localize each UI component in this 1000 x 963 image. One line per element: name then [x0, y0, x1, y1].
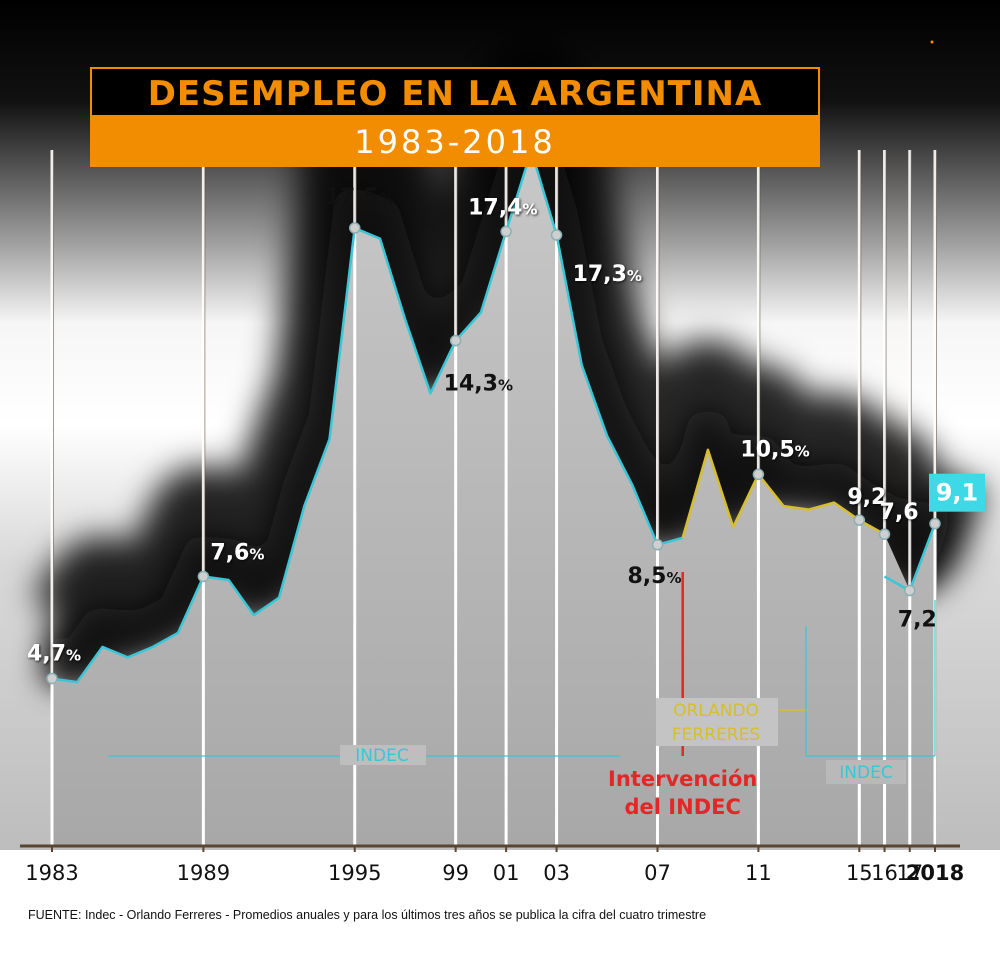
intervention-label-2: del INDEC — [625, 795, 741, 819]
data-label-box-2018 — [929, 473, 985, 512]
indec-right-label: INDEC — [839, 763, 892, 783]
data-point-2017 — [904, 584, 916, 597]
area-fill — [50, 150, 937, 847]
data-label-2011: 10,5% — [740, 437, 809, 462]
data-labels: 4,7% 7,6% 17,5% 14,3% 17,4% 17,3% 8,5% 10,5% 9,2… — [27, 185, 985, 667]
data-label-2018: 9,1 — [936, 479, 979, 507]
data-label-1995: 17,5% — [325, 185, 394, 210]
ferreres-label-bg — [656, 698, 778, 746]
data-point-2011 — [752, 468, 765, 481]
data-label-1999: 14,3% — [444, 372, 513, 397]
series-line-1 — [681, 448, 886, 539]
data-label-1989: 7,6% — [210, 540, 264, 565]
x-tick-label-2018: 2018 — [906, 861, 964, 885]
data-label-2015: 9,2 — [847, 485, 886, 510]
x-tick-label-2001: 01 — [493, 861, 520, 885]
ferreres-label-2: FERRERES — [672, 725, 760, 745]
data-label-2003: 17,3% — [573, 262, 642, 287]
data-point-2007 — [651, 539, 664, 551]
indec-left-label: INDEC — [355, 746, 408, 766]
data-label-2016: 7,6 — [880, 500, 919, 525]
x-tick-label-1999: 99 — [442, 861, 469, 885]
chart-subtitle: 1983-2018 — [90, 117, 820, 167]
x-tick-label-1995: 1995 — [328, 861, 381, 885]
indec-left-label-bg — [340, 745, 426, 765]
data-point-1983 — [46, 672, 58, 685]
area-under-curve — [52, 150, 935, 847]
data-points — [46, 222, 941, 685]
indec-right-label-bg — [826, 760, 906, 784]
data-label-1983: 4,7% — [27, 642, 81, 667]
data-point-1995 — [348, 222, 361, 234]
chart-title: DESEMPLEO EN LA ARGENTINA — [90, 67, 820, 117]
annotations: INDEC ORLANDO FERRERES INDEC Intervención del… — [108, 572, 936, 819]
series-line-0 — [51, 149, 684, 684]
data-point-2003 — [550, 229, 563, 241]
data-label-2001: 17,4% — [468, 196, 537, 221]
intervention-label-1: Intervención — [608, 767, 757, 791]
data-point-1989 — [197, 570, 210, 583]
data-label-2017: 7,2 — [898, 608, 937, 633]
data-point-2016 — [878, 528, 891, 540]
source-note: FUENTE: Indec - Orlando Ferreres - Prome… — [28, 908, 707, 922]
ferreres-label-1: ORLANDO — [673, 701, 759, 721]
x-tick-label-2017: 17 — [896, 861, 923, 885]
x-tick-label-1983: 1983 — [25, 861, 78, 885]
x-tick-label-2015: 15 — [846, 861, 873, 885]
data-label-2007: 8,5% — [627, 564, 681, 589]
data-point-2001 — [500, 225, 512, 238]
x-tick-label-1989: 1989 — [177, 861, 230, 885]
x-tick-label-2016: 16 — [871, 861, 898, 885]
data-point-2015 — [853, 514, 866, 526]
data-point-1999 — [449, 334, 462, 347]
corner-dot — [930, 40, 934, 44]
shadow-core — [49, 109, 955, 684]
dark-glow — [22, 40, 987, 684]
x-tick-label-2007: 07 — [644, 861, 671, 885]
x-tick-label-2011: 11 — [745, 861, 772, 885]
x-tick-label-2003: 03 — [543, 861, 570, 885]
data-point-2018 — [929, 517, 941, 530]
